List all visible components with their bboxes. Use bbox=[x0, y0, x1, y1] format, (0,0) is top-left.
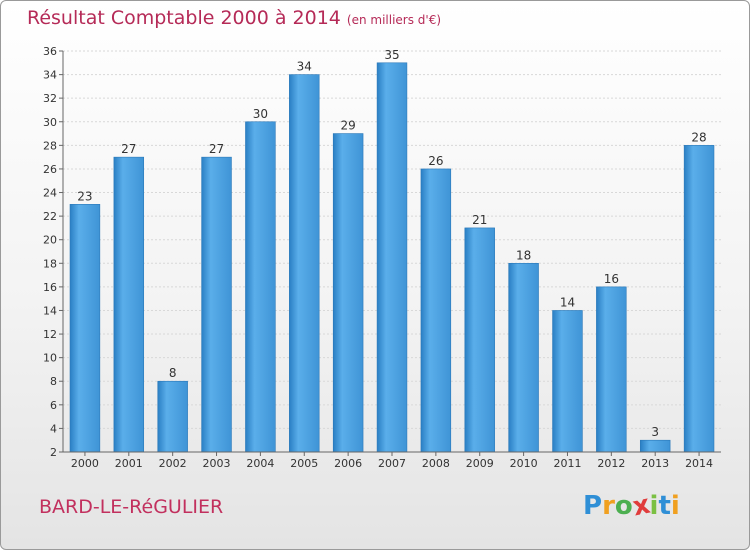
x-tick-label: 2003 bbox=[203, 457, 231, 470]
y-tick-label: 22 bbox=[43, 210, 57, 223]
x-tick-label: 2013 bbox=[641, 457, 669, 470]
bar bbox=[683, 145, 715, 453]
logo-letter: t bbox=[658, 491, 671, 521]
y-tick-label: 4 bbox=[50, 422, 57, 435]
bar-value-label: 35 bbox=[384, 48, 399, 62]
y-tick-label: 6 bbox=[50, 399, 57, 412]
logo-letter: i bbox=[649, 491, 659, 521]
bar-value-label: 28 bbox=[691, 130, 706, 144]
y-tick-label: 28 bbox=[43, 139, 57, 152]
y-tick-label: 14 bbox=[43, 304, 57, 317]
logo-letter: r bbox=[602, 491, 615, 521]
bar bbox=[420, 168, 452, 453]
y-tick-label: 26 bbox=[43, 163, 57, 176]
bar bbox=[508, 262, 539, 453]
bar bbox=[289, 74, 320, 453]
x-tick-label: 2006 bbox=[334, 457, 362, 470]
bar bbox=[596, 286, 627, 453]
x-tick-label: 2009 bbox=[466, 457, 494, 470]
bar bbox=[552, 310, 583, 453]
bar-value-label: 27 bbox=[121, 142, 136, 156]
bar bbox=[332, 133, 364, 453]
bar-value-label: 18 bbox=[516, 248, 531, 262]
y-tick-label: 34 bbox=[43, 69, 57, 82]
bar-value-label: 26 bbox=[428, 154, 443, 168]
x-tick-label: 2002 bbox=[159, 457, 187, 470]
bar-value-label: 27 bbox=[209, 142, 224, 156]
logo-letter: i bbox=[670, 491, 680, 521]
x-tick-label: 2007 bbox=[378, 457, 406, 470]
y-tick-label: 18 bbox=[43, 257, 57, 270]
bar bbox=[464, 227, 495, 453]
bar-value-label: 23 bbox=[77, 189, 92, 203]
logo-letter: P bbox=[583, 491, 603, 521]
commune-name: BARD-LE-RéGULIER bbox=[39, 496, 224, 518]
bar-value-label: 34 bbox=[297, 60, 312, 74]
x-tick-label: 2012 bbox=[597, 457, 625, 470]
bar bbox=[639, 439, 671, 453]
bar-value-label: 29 bbox=[340, 119, 355, 133]
bar-value-label: 3 bbox=[651, 425, 659, 439]
x-tick-label: 2011 bbox=[553, 457, 581, 470]
x-tick-label: 2000 bbox=[71, 457, 99, 470]
y-tick-label: 2 bbox=[50, 446, 57, 459]
x-tick-label: 2004 bbox=[246, 457, 274, 470]
bar bbox=[69, 204, 101, 453]
y-tick-label: 20 bbox=[43, 234, 57, 247]
bar-value-label: 16 bbox=[604, 272, 619, 286]
x-tick-label: 2014 bbox=[685, 457, 713, 470]
y-tick-label: 12 bbox=[43, 328, 57, 341]
bar-value-label: 14 bbox=[560, 295, 575, 309]
chart-title: Résultat Comptable 2000 à 2014 (en millie… bbox=[27, 7, 441, 29]
proxiti-logo: Proxiti bbox=[583, 490, 680, 523]
bars-group: 23 27 8 27 30 34 29 35 26 21 18 14 16 3 28 bbox=[69, 48, 715, 453]
y-tick-label: 36 bbox=[43, 45, 57, 58]
y-tick-label: 30 bbox=[43, 116, 57, 129]
chart-title-text: Résultat Comptable 2000 à 2014 bbox=[27, 7, 341, 29]
y-tick-label: 8 bbox=[50, 375, 57, 388]
y-tick-label: 16 bbox=[43, 281, 57, 294]
logo-letter: o bbox=[614, 491, 633, 521]
x-tick-label: 2008 bbox=[422, 457, 450, 470]
bar-value-label: 8 bbox=[169, 366, 177, 380]
y-tick-label: 32 bbox=[43, 92, 57, 105]
bar-value-label: 30 bbox=[253, 107, 268, 121]
bar bbox=[113, 156, 145, 453]
x-tick-label: 2001 bbox=[115, 457, 143, 470]
bar bbox=[245, 121, 276, 453]
x-tick-label: 2005 bbox=[290, 457, 318, 470]
y-tick-label: 10 bbox=[43, 352, 57, 365]
bar bbox=[376, 62, 408, 453]
chart-unit-label: (en milliers d'€) bbox=[346, 13, 442, 27]
bar bbox=[157, 380, 188, 453]
bar bbox=[201, 156, 232, 453]
x-tick-label: 2010 bbox=[510, 457, 538, 470]
bar-value-label: 21 bbox=[472, 213, 487, 227]
y-tick-label: 24 bbox=[43, 187, 57, 200]
